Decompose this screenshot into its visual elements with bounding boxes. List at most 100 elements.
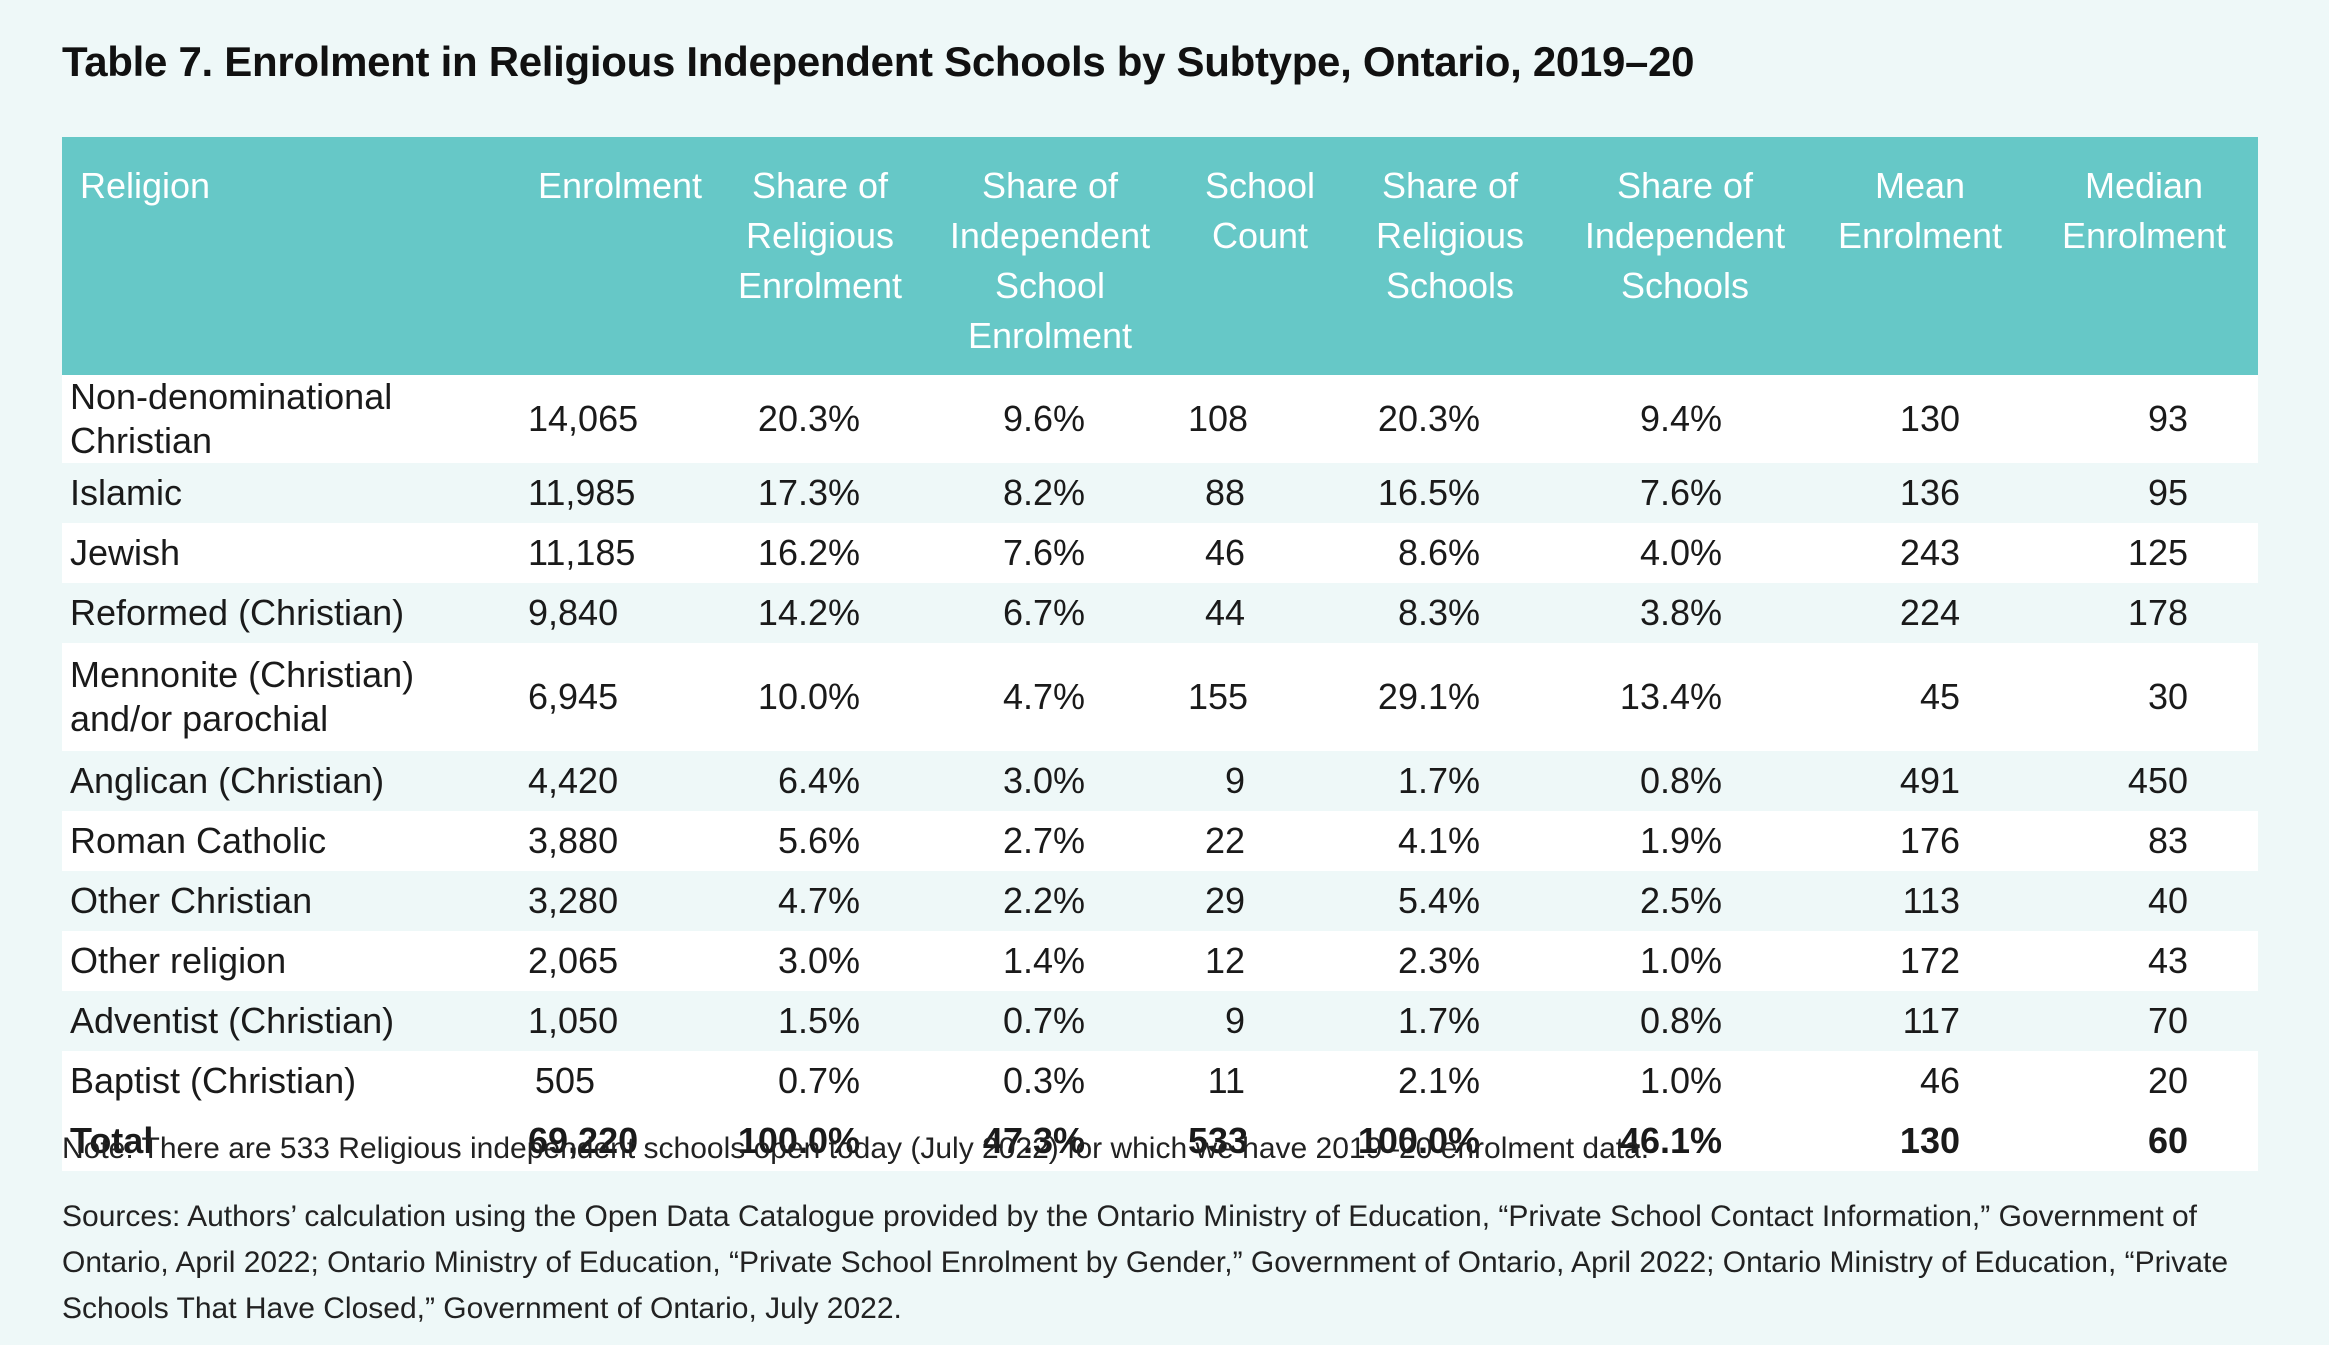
value-cell: 44 [1180,583,1340,643]
header-cell: Religion [62,137,520,375]
value-cell: 1.5% [720,991,920,1051]
value-cell: 16.2% [720,523,920,583]
value-cell: 9.4% [1560,375,1810,463]
value-cell: 6.7% [920,583,1180,643]
table-note: Note: There are 533 Religious independen… [62,1132,1650,1165]
value-cell: 3.0% [720,931,920,991]
value-cell: 6,945 [520,643,720,751]
value-cell: 9 [1180,751,1340,811]
value-cell: 2.5% [1560,871,1810,931]
value-cell: 1.0% [1560,931,1810,991]
religion-cell: Mennonite (Christian) and/or parochial [62,643,520,751]
table-body: Non-denominational Christian 14,065 20.3% 9… [62,375,2258,1171]
value-cell: 1.0% [1560,1051,1810,1111]
value-cell: 1.4% [920,931,1180,991]
table-sources: Sources: Authors’ calculation using the … [62,1200,2229,1325]
value-cell: 243 [1810,523,2030,583]
value-cell: 29 [1180,871,1340,931]
table-row: Baptist (Christian) 505 0.7% 0.3% 11 2.1% 1.0%… [62,1051,2258,1111]
value-cell: 11,985 [520,463,720,523]
value-cell: 450 [2030,751,2258,811]
header-cell: Share of Religious Schools [1340,137,1560,375]
value-cell: 4,420 [520,751,720,811]
value-cell: 3,880 [520,811,720,871]
value-cell: 11 [1180,1051,1340,1111]
religion-cell: Islamic [62,463,520,523]
value-cell: 20 [2030,1051,2258,1111]
total-row: Total 69,220 100.0% 47.3% 533 100.0% 46.1% 130 6… [62,1111,2258,1171]
value-cell: 505 [520,1051,720,1111]
value-cell: 14.2% [720,583,920,643]
value-cell: 16.5% [1340,463,1560,523]
value-cell: 176 [1810,811,2030,871]
value-cell: 69,220 [520,1111,720,1171]
value-cell: 2.7% [920,811,1180,871]
value-cell: 17.3% [720,463,920,523]
value-cell: 113 [1810,871,2030,931]
value-cell: 83 [2030,811,2258,871]
religion-cell: Roman Catholic [62,811,520,871]
value-cell: 70 [2030,991,2258,1051]
value-cell: 9.6% [920,375,1180,463]
religion-cell: Jewish [62,523,520,583]
value-cell: 30 [2030,643,2258,751]
value-cell: 2.1% [1340,1051,1560,1111]
value-cell: 1.7% [1340,991,1560,1051]
value-cell: 5.6% [720,811,920,871]
religion-cell: Other Christian [62,871,520,931]
value-cell: 0.8% [1560,991,1810,1051]
table-row: Islamic 11,985 17.3% 8.2% 88 16.5% 7.6% 136 95 [62,463,2258,523]
value-cell: 0.3% [920,1051,1180,1111]
table-row: Adventist (Christian) 1,050 1.5% 0.7% 9 1.7% 0… [62,991,2258,1051]
value-cell: 11,185 [520,523,720,583]
value-cell: 100.0% [720,1111,920,1171]
value-cell: 22 [1180,811,1340,871]
value-cell: 60 [2030,1111,2258,1171]
value-cell: 40 [2030,871,2258,931]
value-cell: 2.3% [1340,931,1560,991]
value-cell: 155 [1180,643,1340,751]
religion-cell: Baptist (Christian) [62,1051,520,1111]
value-cell: 0.7% [720,1051,920,1111]
table-row: Roman Catholic 3,880 5.6% 2.7% 22 4.1% 1.9% 176… [62,811,2258,871]
header-row: Religion Enrolment Share of Religious Enro… [62,137,2258,375]
table-row: Anglican (Christian) 4,420 6.4% 3.0% 9 1.7% 0.… [62,751,2258,811]
value-cell: 43 [2030,931,2258,991]
value-cell: 47.3% [920,1111,1180,1171]
value-cell: 533 [1180,1111,1340,1171]
value-cell: 95 [2030,463,2258,523]
value-cell: 3,280 [520,871,720,931]
value-cell: 2.2% [920,871,1180,931]
value-cell: 8.2% [920,463,1180,523]
value-cell: 130 [1810,375,2030,463]
header-cell: Share of Independent School Enrolment [920,137,1180,375]
value-cell: 1.7% [1340,751,1560,811]
value-cell: 3.0% [920,751,1180,811]
value-cell: 4.7% [920,643,1180,751]
header-cell: Share of Religious Enrolment [720,137,920,375]
table-row: Other Christian 3,280 4.7% 2.2% 29 5.4% 2.5% 11… [62,871,2258,931]
value-cell: 224 [1810,583,2030,643]
value-cell: 1.9% [1560,811,1810,871]
value-cell: 46.1% [1560,1111,1810,1171]
religion-cell: Reformed (Christian) [62,583,520,643]
value-cell: 45 [1810,643,2030,751]
table-row: Jewish 11,185 16.2% 7.6% 46 8.6% 4.0% 243 125 [62,523,2258,583]
value-cell: 7.6% [920,523,1180,583]
value-cell: 130 [1810,1111,2030,1171]
value-cell: 1,050 [520,991,720,1051]
table-row: Reformed (Christian) 9,840 14.2% 6.7% 44 8.3%… [62,583,2258,643]
value-cell: 5.4% [1340,871,1560,931]
religion-cell: Adventist (Christian) [62,991,520,1051]
header-cell: Share of Independent Schools [1560,137,1810,375]
header-cell: Mean Enrolment [1810,137,2030,375]
value-cell: 172 [1810,931,2030,991]
value-cell: 4.7% [720,871,920,931]
enrolment-table: Religion Enrolment Share of Religious Enro… [62,137,2258,1171]
header-cell: Median Enrolment [2030,137,2258,375]
value-cell: 4.0% [1560,523,1810,583]
header-cell: School Count [1180,137,1340,375]
value-cell: 12 [1180,931,1340,991]
value-cell: 100.0% [1340,1111,1560,1171]
value-cell: 3.8% [1560,583,1810,643]
